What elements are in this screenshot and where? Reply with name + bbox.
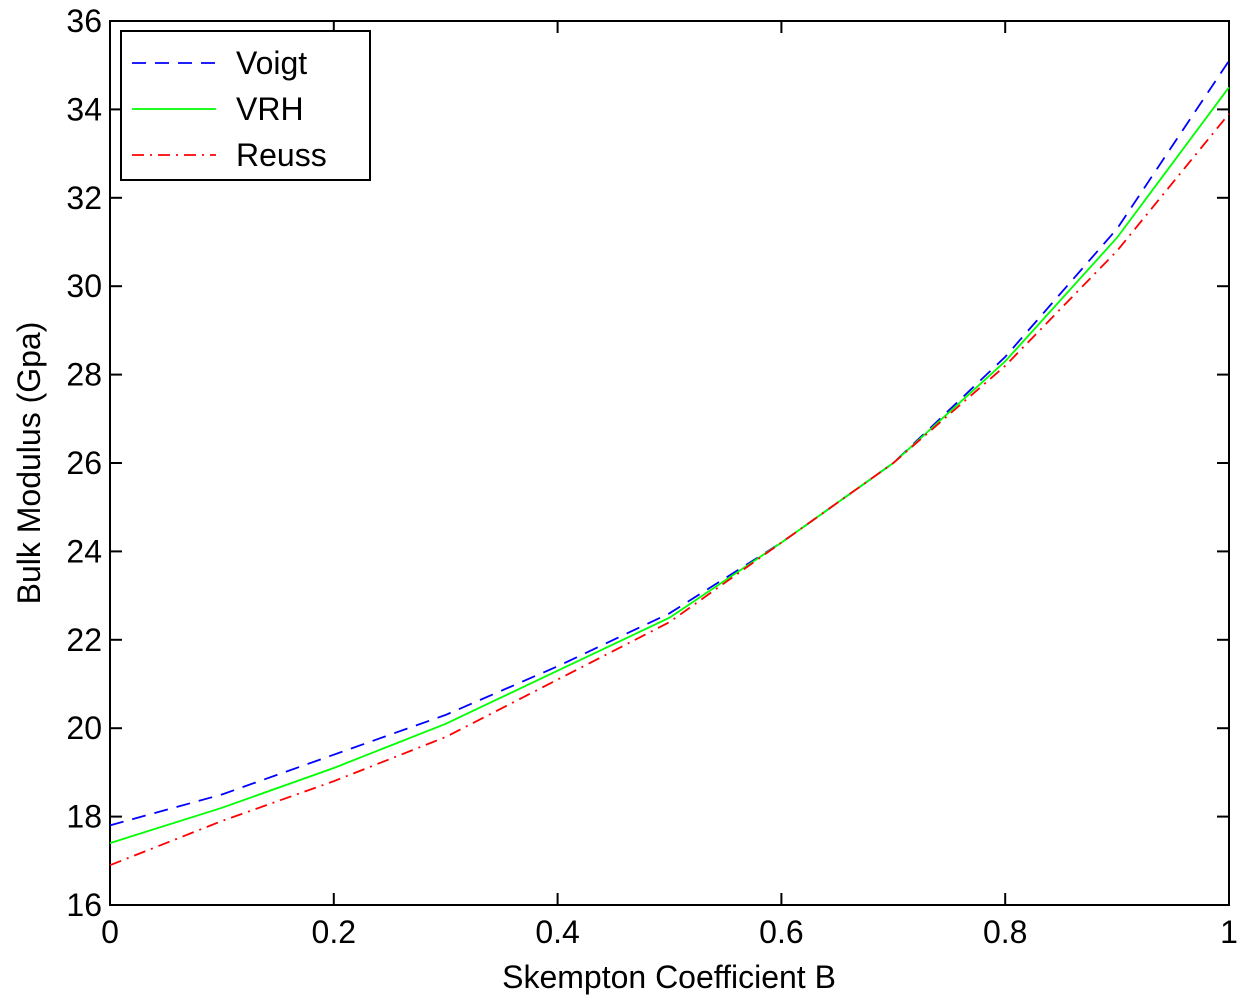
y-tick-label: 34 — [66, 91, 102, 127]
y-tick-label: 26 — [66, 445, 102, 481]
x-tick-label: 1 — [1220, 914, 1238, 950]
x-tick-label: 0 — [101, 914, 119, 950]
y-tick-label: 30 — [66, 268, 102, 304]
axis-ticks: 0 0.2 0.4 0.6 0.8 1 16 18 20 22 24 26 28 30 32 34 36 — [66, 3, 1237, 950]
y-tick-label: 36 — [66, 3, 102, 39]
y-tick-label: 16 — [66, 887, 102, 923]
y-tick-label: 32 — [66, 180, 102, 216]
legend-label-vrh: VRH — [236, 91, 304, 127]
y-tick-label: 18 — [66, 799, 102, 835]
x-tick-label: 0.8 — [983, 914, 1027, 950]
y-tick-label: 22 — [66, 622, 102, 658]
y-axis-label: Bulk Modulus (Gpa) — [11, 322, 47, 605]
x-tick-label: 0.4 — [535, 914, 579, 950]
legend-label-voigt: Voigt — [236, 45, 307, 81]
x-tick-label: 0.6 — [759, 914, 803, 950]
legend-label-reuss: Reuss — [236, 137, 327, 173]
series-layer — [109, 60, 1230, 867]
y-tick-label: 20 — [66, 710, 102, 746]
series-line-vrh — [109, 86, 1230, 844]
legend: Voigt VRH Reuss — [120, 30, 371, 181]
y-tick-label: 28 — [66, 357, 102, 393]
series-line-voigt — [109, 60, 1230, 827]
x-tick-label: 0.2 — [312, 914, 356, 950]
y-tick-label: 24 — [66, 533, 102, 569]
x-axis-label: Skempton Coefficient B — [502, 959, 836, 995]
